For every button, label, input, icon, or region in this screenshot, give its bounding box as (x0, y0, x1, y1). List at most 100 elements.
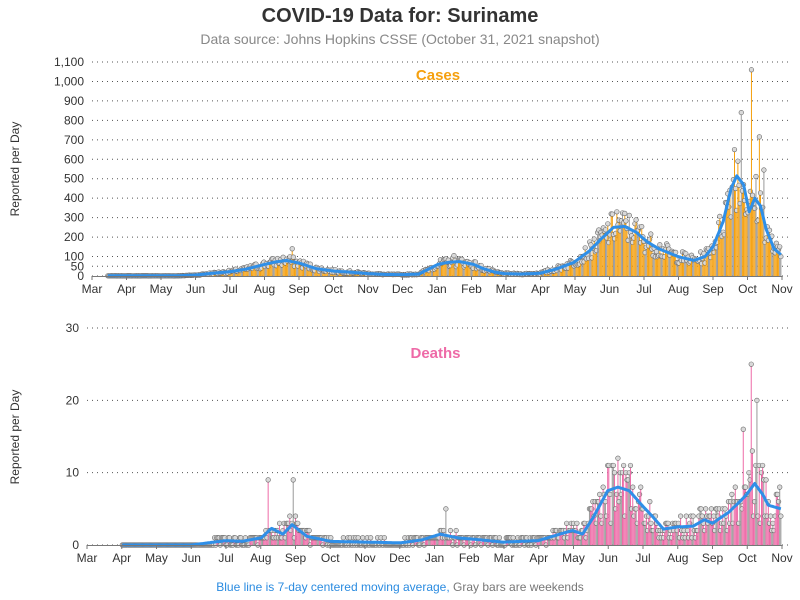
cases-xtick-label: Apr (117, 282, 136, 296)
deaths-bar-marker (611, 470, 618, 476)
deaths-bar-marker (287, 513, 293, 519)
cases-xtick-label: Sep (702, 282, 724, 296)
deaths-bar-marker (684, 527, 691, 534)
cases-bar-marker (639, 223, 645, 230)
cases-bar-marker (451, 252, 457, 259)
deaths-bar-marker (564, 520, 570, 526)
deaths-bar-marker (265, 477, 271, 483)
cases-xtick-label: Nov (771, 282, 792, 296)
cases-xtick-label: Mar (82, 282, 103, 296)
deaths-ytick-label: 10 (66, 466, 80, 480)
cases-bar-marker (633, 217, 639, 223)
cases-ytick-label: 700 (64, 133, 84, 147)
cases-label: Cases (416, 67, 460, 84)
cases-xtick-label: May (150, 282, 173, 296)
deaths-xtick-label: Aug (250, 551, 271, 565)
deaths-bar-marker (355, 535, 361, 541)
deaths-bar-marker (768, 513, 774, 519)
cases-bar-marker (582, 245, 588, 251)
cases-ytick-label: 600 (64, 152, 84, 166)
deaths-bar-marker (597, 491, 603, 497)
deaths-bar-marker (778, 513, 784, 519)
deaths-xtick-label: Dec (389, 551, 410, 565)
deaths-bar-marker (443, 506, 449, 512)
deaths-bar-marker (598, 513, 604, 519)
deaths-xtick-label: Apr (112, 551, 131, 565)
deaths-bar-marker (292, 513, 299, 519)
cases-bar-marker (735, 158, 741, 164)
deaths-bar-marker (600, 484, 606, 490)
deaths-ytick-label: 30 (66, 321, 80, 335)
cases-bar-marker (591, 236, 597, 242)
footnote-average-note: Blue line is 7-day centered moving avera… (216, 580, 450, 594)
cases-bar-marker (736, 182, 742, 188)
deaths-bar-marker (711, 513, 717, 519)
cases-xtick-label: Aug (254, 282, 275, 296)
deaths-bar-marker (770, 520, 776, 526)
cases-xtick-label: Aug (668, 282, 689, 296)
cases-xtick-label: Jan (427, 282, 446, 296)
cases-ytick-label: 900 (64, 94, 84, 108)
deaths-ylabel: Reported per Day (8, 390, 22, 485)
deaths-bars (119, 361, 784, 548)
deaths-bar-marker (749, 448, 755, 454)
deaths-xtick-label: Jul (635, 551, 650, 565)
deaths-xtick-label: Nov (771, 551, 792, 565)
cases-xtick-label: Feb (461, 282, 482, 296)
deaths-bar-marker (708, 506, 714, 512)
deaths-bar-marker (729, 491, 735, 497)
cases-bar-marker (753, 173, 759, 180)
cases-bar-marker (657, 242, 663, 248)
cases-bar-marker (626, 212, 632, 218)
deaths-bar-marker (627, 462, 634, 469)
deaths-bar-marker (496, 535, 503, 541)
deaths-bar-marker (703, 506, 709, 512)
deaths-bar-marker (638, 484, 644, 490)
deaths-bar-marker (328, 535, 334, 541)
cases-xtick-label: May (564, 282, 587, 296)
deaths-xtick-label: Sep (702, 551, 724, 565)
deaths-bar-marker (574, 520, 580, 526)
cases-bar-marker (605, 221, 611, 227)
deaths-bar-marker (615, 455, 621, 461)
deaths-bar-marker (607, 491, 613, 497)
deaths-bar-marker (306, 527, 312, 534)
cases-xtick-label: Dec (392, 282, 413, 296)
deaths-bar-marker (610, 462, 616, 469)
cases-bar-marker (609, 211, 615, 217)
deaths-xtick-label: Jun (182, 551, 201, 565)
deaths-bar-marker (648, 520, 654, 526)
cases-ytick-label: 300 (64, 211, 84, 225)
cases-bar-marker (622, 210, 628, 216)
deaths-bar-marker (633, 506, 639, 512)
deaths-bar-marker (742, 484, 749, 490)
deaths-xtick-label: Nov (354, 551, 375, 565)
deaths-label: Deaths (410, 345, 460, 362)
deaths-xtick-label: Feb (459, 551, 480, 565)
deaths-panel: 0 10 20 30 Reported per Day Deaths Mar Apr May Ju… (8, 321, 793, 565)
deaths-bar-marker (621, 462, 627, 469)
deaths-bar-marker (777, 484, 783, 490)
deaths-bar-marker (740, 426, 746, 432)
deaths-xtick-label: Aug (667, 551, 688, 565)
deaths-bar-marker (683, 513, 689, 519)
deaths-bar-marker (699, 513, 705, 519)
cases-ytick-label: 200 (64, 230, 84, 244)
cases-bar-marker (749, 192, 756, 198)
deaths-bar-marker (677, 513, 684, 519)
deaths-xtick-label: May (145, 551, 168, 565)
cases-xtick-label: Apr (531, 282, 550, 296)
deaths-xtick-label: Jun (599, 551, 618, 565)
deaths-bar-marker (746, 470, 752, 476)
deaths-xtick-label: Oct (321, 551, 340, 565)
deaths-bar-marker (340, 535, 346, 541)
cases-bar-marker (289, 246, 295, 252)
chart-title: COVID-19 Data for: Suriname (261, 5, 539, 27)
deaths-xtick-label: May (562, 551, 585, 565)
cases-bar-marker (757, 190, 764, 196)
deaths-xtick-label: Mar (77, 551, 98, 565)
deaths-xtick-label: Oct (738, 551, 757, 565)
cases-xtick-label: Jul (222, 282, 237, 296)
